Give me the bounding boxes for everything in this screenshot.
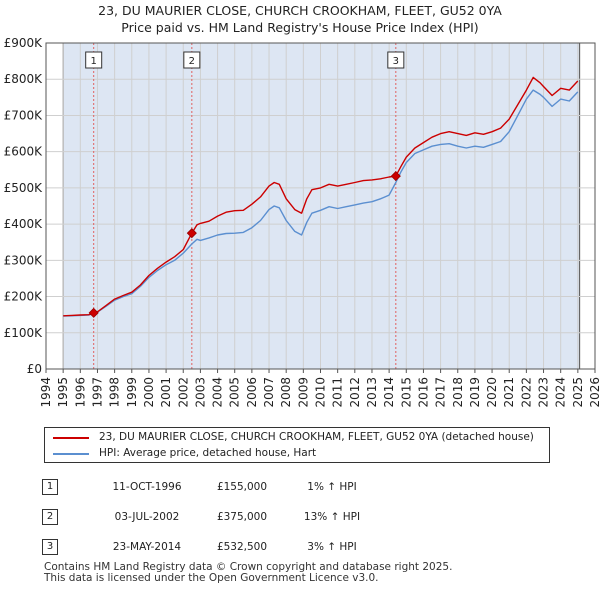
- x-tick-label: 2010: [314, 377, 328, 408]
- legend-label-property: 23, DU MAURIER CLOSE, CHURCH CROOKHAM, F…: [99, 431, 534, 443]
- x-tick-label: 1998: [108, 377, 122, 408]
- x-tick-label: 2005: [228, 377, 242, 408]
- hpi-line: [63, 89, 579, 317]
- hpi-line-swatch: [53, 453, 89, 455]
- sale-marker-box: [183, 51, 201, 69]
- sale-price: £532,500: [216, 541, 268, 553]
- x-tick-label: 1999: [125, 377, 139, 408]
- x-tick-label: 2012: [348, 377, 362, 408]
- y-tick-label: £700K: [4, 108, 44, 122]
- sale-marker-label: 3: [393, 56, 399, 67]
- property-line-swatch: [53, 437, 89, 439]
- sale-number-badge: 3: [42, 539, 58, 555]
- x-tick-label: 1996: [73, 377, 87, 408]
- sale-date: 23-MAY-2014: [112, 541, 182, 553]
- x-tick-label: 2003: [193, 377, 207, 408]
- sales-table: 1 11-OCT-1996 £155,000 1% ↑ HPI 2 03-JUL…: [42, 472, 382, 562]
- x-tick-label: 2023: [537, 377, 551, 408]
- sales-row: 3 23-MAY-2014 £532,500 3% ↑ HPI: [42, 532, 382, 562]
- sale-marker-label: 1: [91, 56, 97, 67]
- sale-date: 11-OCT-1996: [112, 481, 182, 493]
- price-chart: 1 2 3 £0 £100K £200K £300K £400K £500K £600K £700…: [4, 36, 600, 408]
- series-lines: [63, 76, 579, 317]
- x-tick-label: 2011: [331, 377, 345, 408]
- x-tick-label: 2026: [588, 377, 600, 408]
- sale-marker-label: 2: [189, 56, 195, 67]
- x-tick-label: 1995: [56, 377, 70, 408]
- x-tick-label: 2007: [262, 377, 276, 408]
- x-tick-label: 2014: [382, 377, 396, 408]
- x-tick-label: 2021: [502, 377, 516, 408]
- footer-line-1: Contains HM Land Registry data © Crown c…: [44, 561, 453, 573]
- sale-price: £155,000: [216, 481, 268, 493]
- y-tick-label: £400K: [4, 217, 44, 231]
- y-tick-label: £200K: [4, 290, 44, 304]
- y-tick-label: £800K: [4, 72, 44, 86]
- y-tick-label: £0: [27, 362, 42, 376]
- sale-points: [88, 171, 401, 318]
- sale-number-badge: 2: [42, 509, 58, 525]
- sale-hpi-diff: 13% ↑ HPI: [303, 511, 361, 523]
- y-tick-label: £300K: [4, 253, 44, 267]
- legend-label-hpi: HPI: Average price, detached house, Hart: [99, 447, 317, 459]
- sale-hpi-diff: 1% ↑ HPI: [307, 481, 357, 493]
- chart-subtitle: Price paid vs. HM Land Registry's House …: [121, 20, 479, 35]
- legend: 23, DU MAURIER CLOSE, CHURCH CROOKHAM, F…: [44, 427, 550, 463]
- sale-point: [186, 228, 197, 239]
- sale-marker-box: [387, 51, 405, 69]
- x-tick-label: 2004: [211, 377, 225, 408]
- x-tick-label: 2009: [296, 377, 310, 408]
- sale-number-badge: 1: [42, 479, 58, 495]
- property-price-line: [63, 76, 579, 317]
- x-axis-ticks: 1994 1995 1996 1997 1998 1999 2000 2001 2002 2003…: [39, 369, 600, 408]
- sale-price: £375,000: [216, 511, 268, 523]
- sale-marker-boxes: 1 2 3: [85, 51, 405, 69]
- sale-point: [390, 171, 401, 182]
- sales-row: 1 11-OCT-1996 £155,000 1% ↑ HPI: [42, 472, 382, 502]
- x-tick-label: 1994: [39, 377, 53, 408]
- x-tick-label: 2020: [485, 377, 499, 408]
- y-tick-label: £600K: [4, 145, 44, 159]
- x-tick-label: 2002: [176, 377, 190, 408]
- sale-point: [88, 307, 99, 318]
- sales-row: 2 03-JUL-2002 £375,000 13% ↑ HPI: [42, 502, 382, 532]
- data-span-background: [62, 43, 581, 369]
- footer-line-2: This data is licensed under the Open Gov…: [44, 572, 379, 584]
- y-tick-label: £900K: [4, 36, 44, 50]
- x-tick-label: 2001: [159, 377, 173, 408]
- x-tick-label: 1997: [90, 377, 104, 408]
- gridlines: [45, 42, 596, 370]
- sale-marker-box: [85, 51, 103, 69]
- y-tick-label: £500K: [4, 181, 44, 195]
- y-axis-ticks: £0 £100K £200K £300K £400K £500K £600K £700K £80…: [4, 36, 44, 376]
- x-tick-label: 2025: [571, 377, 585, 408]
- x-tick-label: 2022: [519, 377, 533, 408]
- x-tick-label: 2018: [451, 377, 465, 408]
- x-tick-label: 2015: [399, 377, 413, 408]
- sale-hpi-diff: 3% ↑ HPI: [307, 541, 357, 553]
- y-tick-label: £100K: [4, 326, 44, 340]
- x-tick-label: 2008: [279, 377, 293, 408]
- x-tick-label: 2013: [365, 377, 379, 408]
- data-span-rect: [63, 43, 580, 369]
- x-tick-label: 2019: [468, 377, 482, 408]
- x-tick-label: 2006: [245, 377, 259, 408]
- plot-frame: [45, 42, 596, 370]
- x-tick-label: 2024: [554, 377, 568, 408]
- footer: Contains HM Land Registry data © Crown c…: [44, 562, 452, 584]
- x-tick-label: 2000: [142, 377, 156, 408]
- chart-title: 23, DU MAURIER CLOSE, CHURCH CROOKHAM, F…: [98, 3, 502, 18]
- sale-date: 03-JUL-2002: [114, 511, 180, 523]
- x-tick-label: 2017: [434, 377, 448, 408]
- x-tick-label: 2016: [416, 377, 430, 408]
